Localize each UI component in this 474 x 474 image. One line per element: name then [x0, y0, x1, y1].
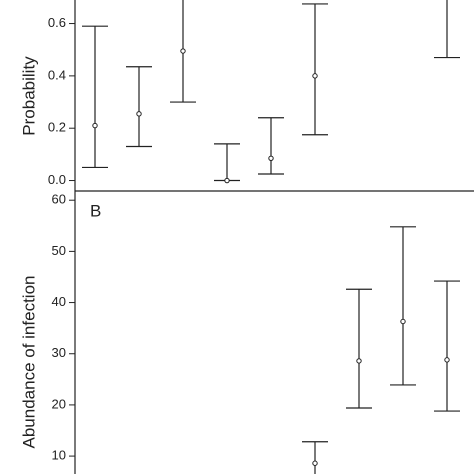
y-axis-label: Abundance of infection [19, 276, 38, 449]
y-tick-label: 60 [52, 192, 66, 207]
mean-point [400, 318, 406, 325]
plot-area [82, 0, 460, 184]
mean-point [312, 460, 318, 466]
y-tick-label: 0.6 [48, 15, 66, 30]
mean-point [92, 122, 98, 129]
y-tick-label: 10 [52, 448, 66, 463]
panel-label: B [90, 201, 101, 220]
mean-point [224, 177, 230, 184]
mean-point [268, 155, 274, 161]
y-tick-label: 30 [52, 345, 66, 360]
mean-point [356, 358, 362, 364]
plot-area [302, 226, 460, 474]
y-tick-label: 0.0 [48, 172, 66, 187]
y-tick-label: 40 [52, 294, 66, 309]
y-tick-label: 0.2 [48, 120, 66, 135]
mean-point [136, 111, 142, 117]
mean-point [444, 357, 450, 363]
mean-point [180, 48, 186, 54]
y-axis-label: Probability [19, 56, 38, 136]
y-tick-label: 0.4 [48, 67, 66, 82]
y-tick-label: 50 [52, 243, 66, 258]
mean-point [312, 73, 318, 79]
y-tick-label: 20 [52, 396, 66, 411]
